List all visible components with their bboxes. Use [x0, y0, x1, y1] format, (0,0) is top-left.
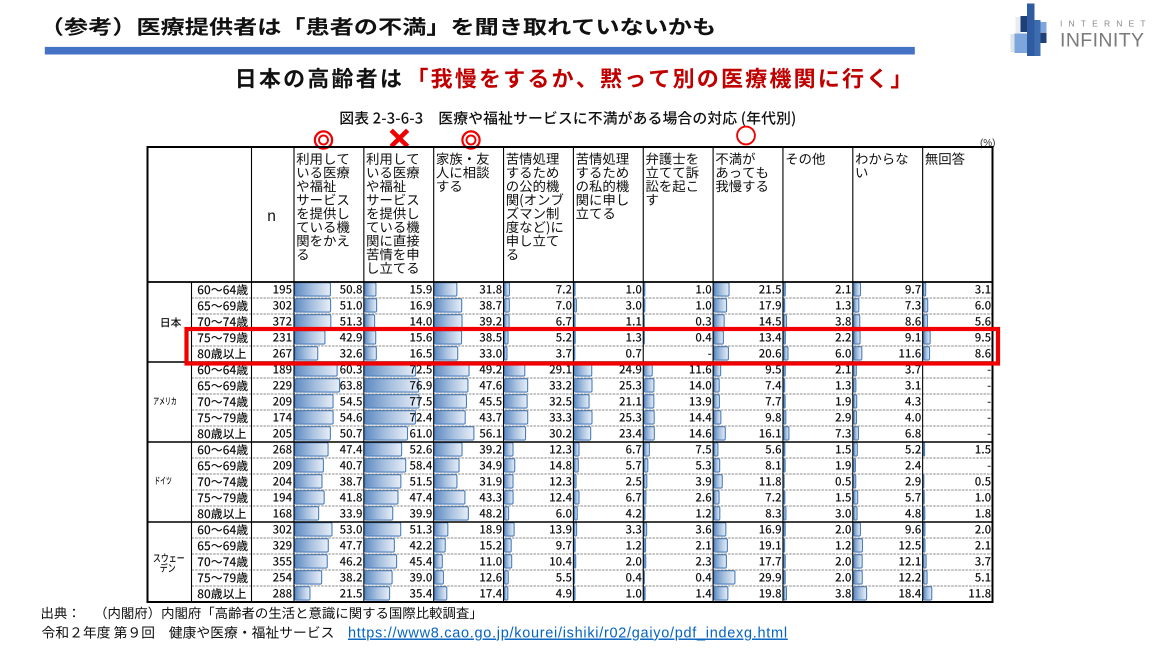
svg-text:https://www8.cao.go.jp/kourei/: https://www8.cao.go.jp/kourei/ishiki/r02… — [348, 626, 788, 642]
svg-text:INFINITY: INFINITY — [1060, 30, 1144, 52]
svg-text:n: n — [267, 208, 276, 225]
svg-text:(%): (%) — [980, 138, 996, 149]
svg-text:INTERNET: INTERNET — [1060, 19, 1152, 29]
